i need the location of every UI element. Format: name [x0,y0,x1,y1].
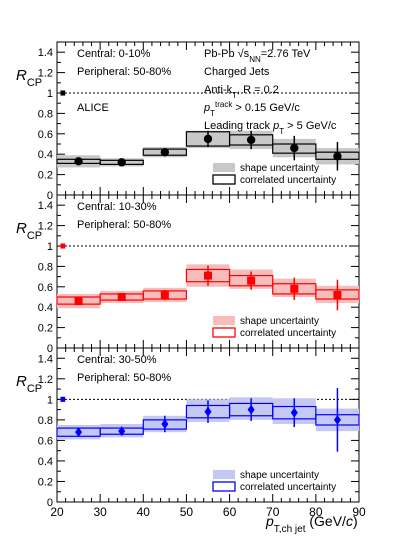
y-tick-label: 1.2 [38,374,53,386]
y-tick-label: 0.6 [38,282,53,294]
normalization-box [60,90,66,96]
data-point-diamond [75,427,83,438]
y-tick-label: 0 [47,343,53,355]
data-point-circle [290,143,299,153]
x-tick-label: 50 [180,505,194,519]
peripheral-label: Peripheral: 50-80% [77,219,171,231]
y-axis-title: RCP [16,67,42,89]
data-point-circle [117,158,126,167]
data-point-square [74,297,83,306]
data-point-circle [333,152,342,161]
x-tick-label: 30 [93,505,107,519]
data-point-diamond [290,407,298,418]
normalization-box [60,396,66,402]
x-tick-label: 60 [223,505,237,519]
peripheral-label: Peripheral: 50-80% [77,66,171,78]
data-point-square [333,290,342,299]
y-axis-title: RCP [16,373,42,395]
data-point-diamond [333,414,341,425]
algorithm-label: Anti-kT, R = 0.2 [204,84,279,100]
data-point-diamond [161,418,169,429]
legend-shape-swatch [213,163,235,172]
y-tick-label: 0 [47,497,53,509]
legend-correlated-swatch [212,327,236,338]
x-tick-label: 80 [309,505,323,519]
data-point-diamond [118,426,126,437]
y-tick-label: 1.4 [38,353,53,365]
y-tick-label: 0.4 [38,149,53,161]
x-tick-label: 70 [266,505,280,519]
y-axis-title: RCP [16,220,42,242]
data-point-square [160,290,169,299]
panel-2: 0 0.2 0.4 0.6 0.8 1 1.2 1.4 RCP Central: 10-30% Pe… [16,194,360,355]
panel-1: 0 0.2 0.4 0.6 0.8 1 1.2 1.4 RCP Central: 0-10% Per… [16,41,360,202]
y-tick-label: 0.4 [38,456,53,468]
legend-shape-swatch [213,316,235,325]
y-tick-label: 0.2 [38,170,53,182]
y-tick-label: 1.4 [38,200,53,212]
data-point-circle [246,135,256,145]
x-tick-label: 40 [137,505,151,519]
data-point-square [204,271,212,280]
y-tick-label: 0.8 [38,261,53,273]
legend-shape-label: shape uncertainty [240,316,319,327]
data-point-circle [160,147,170,157]
legend-correlated-label: correlated uncertainty [240,175,336,186]
legend-correlated-swatch [212,481,236,492]
track-cut-label: pTtrack > 0.15 GeV/c [203,100,300,118]
legend-shape-swatch [213,470,235,479]
legend-shape-label: shape uncertainty [240,163,319,174]
peripheral-label: Peripheral: 50-80% [77,372,171,384]
legend-shape-label: shape uncertainty [240,470,319,481]
data-point-square [290,284,299,293]
data-point-circle [74,157,83,166]
experiment-label: ALICE [77,102,109,114]
data-point-diamond [247,404,255,415]
x-tick-label: 20 [50,505,64,519]
data-point-square [247,276,256,285]
data-point-square [117,293,126,301]
central-label: Central: 10-30% [77,201,157,213]
y-tick-label: 0.8 [38,108,53,120]
data-point-circle [203,134,213,144]
y-tick-label: 1 [47,394,53,406]
collision-energy-label: Pb-Pb √sNN=2.76 TeV [204,48,311,64]
y-tick-label: 1.2 [38,221,53,233]
x-axis-title: pT,ch jet (GeV/c) [265,513,358,535]
central-label: Central: 0-10% [77,48,151,60]
y-tick-label: 1.4 [38,47,53,59]
x-tick-label: 90 [352,505,366,519]
data-point-diamond [204,406,212,417]
central-label: Central: 30-50% [77,354,157,366]
y-tick-label: 0.6 [38,435,53,447]
legend-correlated-label: correlated uncertainty [240,482,336,493]
normalization-box [60,243,66,249]
y-tick-label: 0.2 [38,323,53,335]
y-tick-label: 0.4 [38,302,53,314]
y-tick-label: 1 [47,241,53,253]
panel-3: 0 0.2 0.4 0.6 0.8 1 1.2 1.4 RCP Central: 30-50% Pe… [16,347,360,509]
leading-track-label: Leading track pT > 5 GeV/c [204,120,337,136]
y-tick-label: 1 [47,88,53,100]
legend-correlated-swatch [212,174,236,185]
y-tick-label: 0 [47,190,53,202]
legend-correlated-label: correlated uncertainty [240,328,336,339]
jets-label: Charged Jets [204,66,270,78]
y-tick-label: 0.8 [38,415,53,427]
y-tick-label: 0.6 [38,129,53,141]
y-tick-label: 1.2 [38,68,53,80]
y-tick-label: 0.2 [38,476,53,488]
